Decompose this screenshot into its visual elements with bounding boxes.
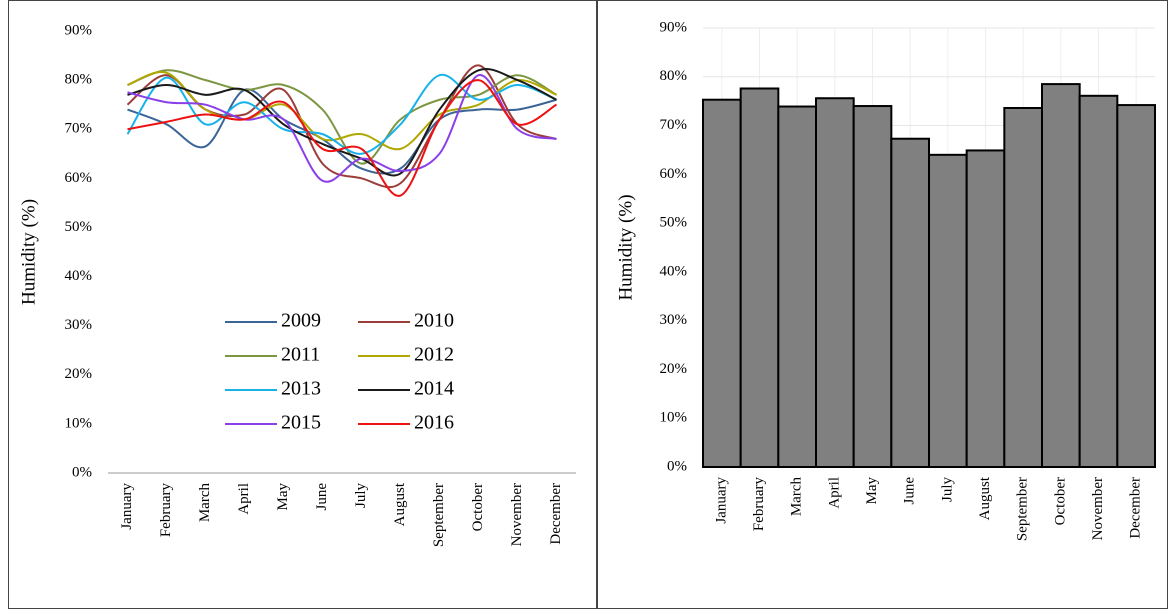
bar — [815, 97, 855, 469]
x-tick-label: September — [431, 483, 447, 547]
x-tick-label: June — [314, 483, 330, 511]
y-axis-label: Humidity (%) — [18, 199, 39, 305]
y-tick-label: 90% — [65, 22, 93, 38]
bar — [1116, 104, 1157, 469]
y-tick-label: 70% — [65, 121, 93, 137]
x-tick-label: July — [939, 477, 955, 503]
bar — [1003, 106, 1043, 469]
y-tick-label: 30% — [65, 317, 93, 333]
y-tick-label: 0% — [72, 464, 92, 480]
x-tick-label: August — [392, 482, 408, 526]
y-tick-label: 60% — [660, 166, 688, 182]
line-series — [127, 74, 557, 183]
x-tick-label: September — [1015, 477, 1031, 541]
y-tick-label: 60% — [65, 170, 93, 186]
y-tick-label: 80% — [660, 68, 688, 84]
y-tick-label: 40% — [65, 268, 93, 284]
bar — [852, 105, 893, 469]
y-axis-label: Humidity (%) — [615, 194, 636, 300]
y-tick-label: 90% — [660, 19, 688, 35]
x-tick-label: February — [751, 477, 767, 532]
line-series — [127, 68, 557, 177]
y-tick-label: 30% — [660, 312, 688, 328]
x-tick-label: October — [1052, 477, 1068, 525]
line-series — [127, 88, 557, 175]
line-series — [126, 64, 557, 189]
y-tick-label: 50% — [65, 219, 93, 235]
legend-label: 2011 — [281, 344, 320, 366]
bar — [965, 149, 1006, 468]
x-tick-label: January — [713, 477, 729, 524]
legend-label: 2010 — [414, 310, 454, 332]
x-tick-label: June — [902, 477, 918, 505]
legend-label: 2009 — [281, 310, 321, 332]
legend-label: 2013 — [281, 378, 321, 400]
x-tick-label: July — [353, 483, 369, 509]
x-tick-label: February — [158, 483, 174, 538]
line-series — [127, 79, 558, 197]
x-tick-label: December — [1128, 477, 1144, 539]
y-tick-label: 40% — [660, 263, 688, 279]
bar — [739, 87, 780, 469]
x-tick-label: April — [826, 477, 842, 509]
y-tick-label: 50% — [660, 215, 688, 231]
x-tick-label: January — [119, 483, 135, 530]
bar — [928, 153, 968, 468]
x-tick-label: December — [548, 483, 564, 545]
line-series — [127, 69, 557, 165]
bar — [1078, 94, 1119, 468]
y-tick-label: 20% — [660, 361, 688, 377]
legend-label: 2016 — [414, 412, 454, 434]
y-tick-label: 20% — [65, 366, 93, 382]
legend-label: 2015 — [281, 412, 321, 434]
y-tick-label: 10% — [660, 410, 688, 426]
line-series — [127, 71, 557, 151]
bar — [1041, 83, 1081, 468]
y-tick-label: 80% — [65, 72, 93, 88]
legend-label: 2014 — [414, 378, 454, 400]
y-tick-label: 0% — [667, 458, 687, 474]
y-tick-label: 10% — [65, 415, 93, 431]
x-tick-label: May — [275, 483, 291, 511]
x-tick-label: April — [236, 483, 252, 515]
bar — [702, 98, 742, 468]
x-tick-label: November — [509, 483, 525, 546]
bar — [777, 105, 817, 468]
x-tick-label: March — [197, 483, 213, 523]
x-tick-label: October — [470, 483, 486, 531]
legend-label: 2012 — [414, 344, 454, 366]
x-tick-label: May — [864, 477, 880, 505]
x-tick-label: November — [1090, 477, 1106, 540]
y-tick-label: 70% — [660, 117, 688, 133]
x-tick-label: August — [977, 476, 993, 520]
x-tick-label: March — [789, 477, 805, 517]
bar — [890, 137, 930, 468]
